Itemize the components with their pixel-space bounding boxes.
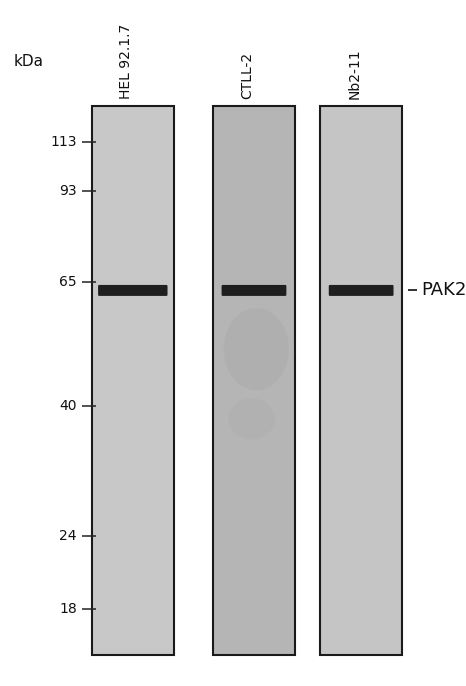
Ellipse shape: [224, 308, 289, 390]
Text: 24: 24: [59, 529, 77, 543]
FancyBboxPatch shape: [98, 285, 167, 296]
Text: 40: 40: [59, 399, 77, 413]
Bar: [213, 106, 295, 655]
Ellipse shape: [228, 399, 275, 440]
Text: HEL 92.1.7: HEL 92.1.7: [119, 24, 133, 99]
Text: CTLL-2: CTLL-2: [240, 52, 254, 99]
Text: Nb2-11: Nb2-11: [347, 49, 361, 99]
Text: 18: 18: [59, 602, 77, 616]
Text: 93: 93: [59, 185, 77, 198]
FancyBboxPatch shape: [222, 285, 286, 296]
Bar: [92, 106, 173, 655]
Text: 65: 65: [59, 276, 77, 289]
Text: PAK2: PAK2: [422, 281, 466, 299]
Text: kDa: kDa: [14, 54, 44, 69]
Text: 113: 113: [50, 135, 77, 149]
Bar: [321, 106, 402, 655]
FancyBboxPatch shape: [329, 285, 393, 296]
